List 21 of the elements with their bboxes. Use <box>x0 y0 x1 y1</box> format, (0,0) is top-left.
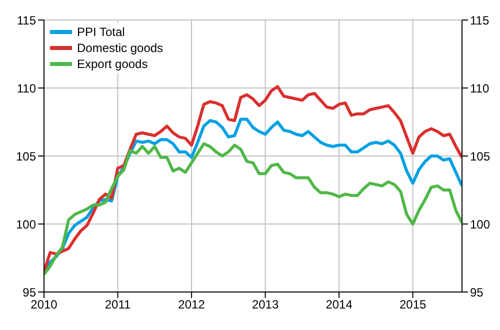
y2-tick-label: 115 <box>470 13 490 28</box>
x-tick-label: 2012 <box>178 298 206 312</box>
y-tick-label: 115 <box>16 13 36 28</box>
x-tick-label: 2014 <box>326 298 353 312</box>
y-tick-label: 100 <box>16 217 36 232</box>
y2-tick-label: 105 <box>470 149 490 164</box>
line-series <box>44 85 462 274</box>
y2-tick-label: 95 <box>470 285 484 300</box>
legend-label: PPI Total <box>77 25 125 39</box>
y-tick-label: 105 <box>16 149 36 164</box>
x-tick-label: 2013 <box>252 298 279 312</box>
x-tick-label: 2010 <box>30 298 58 312</box>
legend-label: Export goods <box>77 57 148 71</box>
legend-label: Domestic goods <box>77 41 164 55</box>
y2-tick-label: 110 <box>470 81 490 96</box>
line-series <box>44 142 462 276</box>
x-tick-label: 2015 <box>399 298 426 312</box>
y-tick-label: 110 <box>16 81 36 96</box>
x-tick-label: 2011 <box>104 298 131 312</box>
y2-tick-label: 100 <box>470 217 490 232</box>
y-tick-label: 95 <box>22 285 36 300</box>
